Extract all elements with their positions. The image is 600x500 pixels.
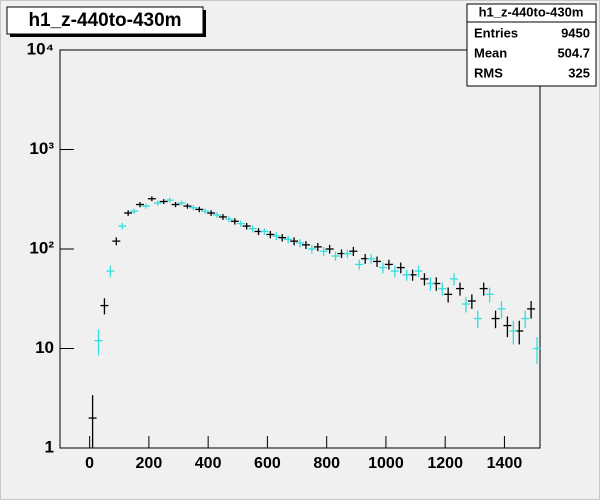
x-tick-label: 400 (195, 455, 222, 472)
stats-label: Entries (474, 25, 518, 40)
y-tick-label: 1 (45, 437, 54, 456)
x-tick-label: 0 (85, 455, 94, 472)
x-tick-label: 800 (313, 455, 340, 472)
x-tick-label: 1200 (427, 455, 463, 472)
stats-label: Mean (474, 45, 507, 60)
stats-value: 504.7 (557, 45, 590, 60)
x-tick-label: 1000 (368, 455, 404, 472)
y-tick-label: 10³ (29, 139, 54, 158)
x-tick-label: 200 (136, 455, 163, 472)
stats-title: h1_z-440to-430m (479, 4, 584, 19)
y-tick-label: 10² (29, 238, 54, 257)
stats-label: RMS (474, 65, 503, 80)
frame (59, 49, 541, 449)
stats-frame (466, 3, 597, 87)
chart-title: h1_z-440to-430m (28, 10, 181, 31)
x-tick-label: 1400 (487, 455, 523, 472)
y-tick-label: 10 (35, 338, 54, 357)
stats-box: h1_z-440to-430m (466, 3, 597, 87)
stats-value: 9450 (561, 25, 590, 40)
stats-value: 325 (568, 65, 590, 80)
x-tick-label: 600 (254, 455, 281, 472)
title-box (6, 6, 204, 35)
y-tick-label: 10⁴ (27, 39, 54, 58)
